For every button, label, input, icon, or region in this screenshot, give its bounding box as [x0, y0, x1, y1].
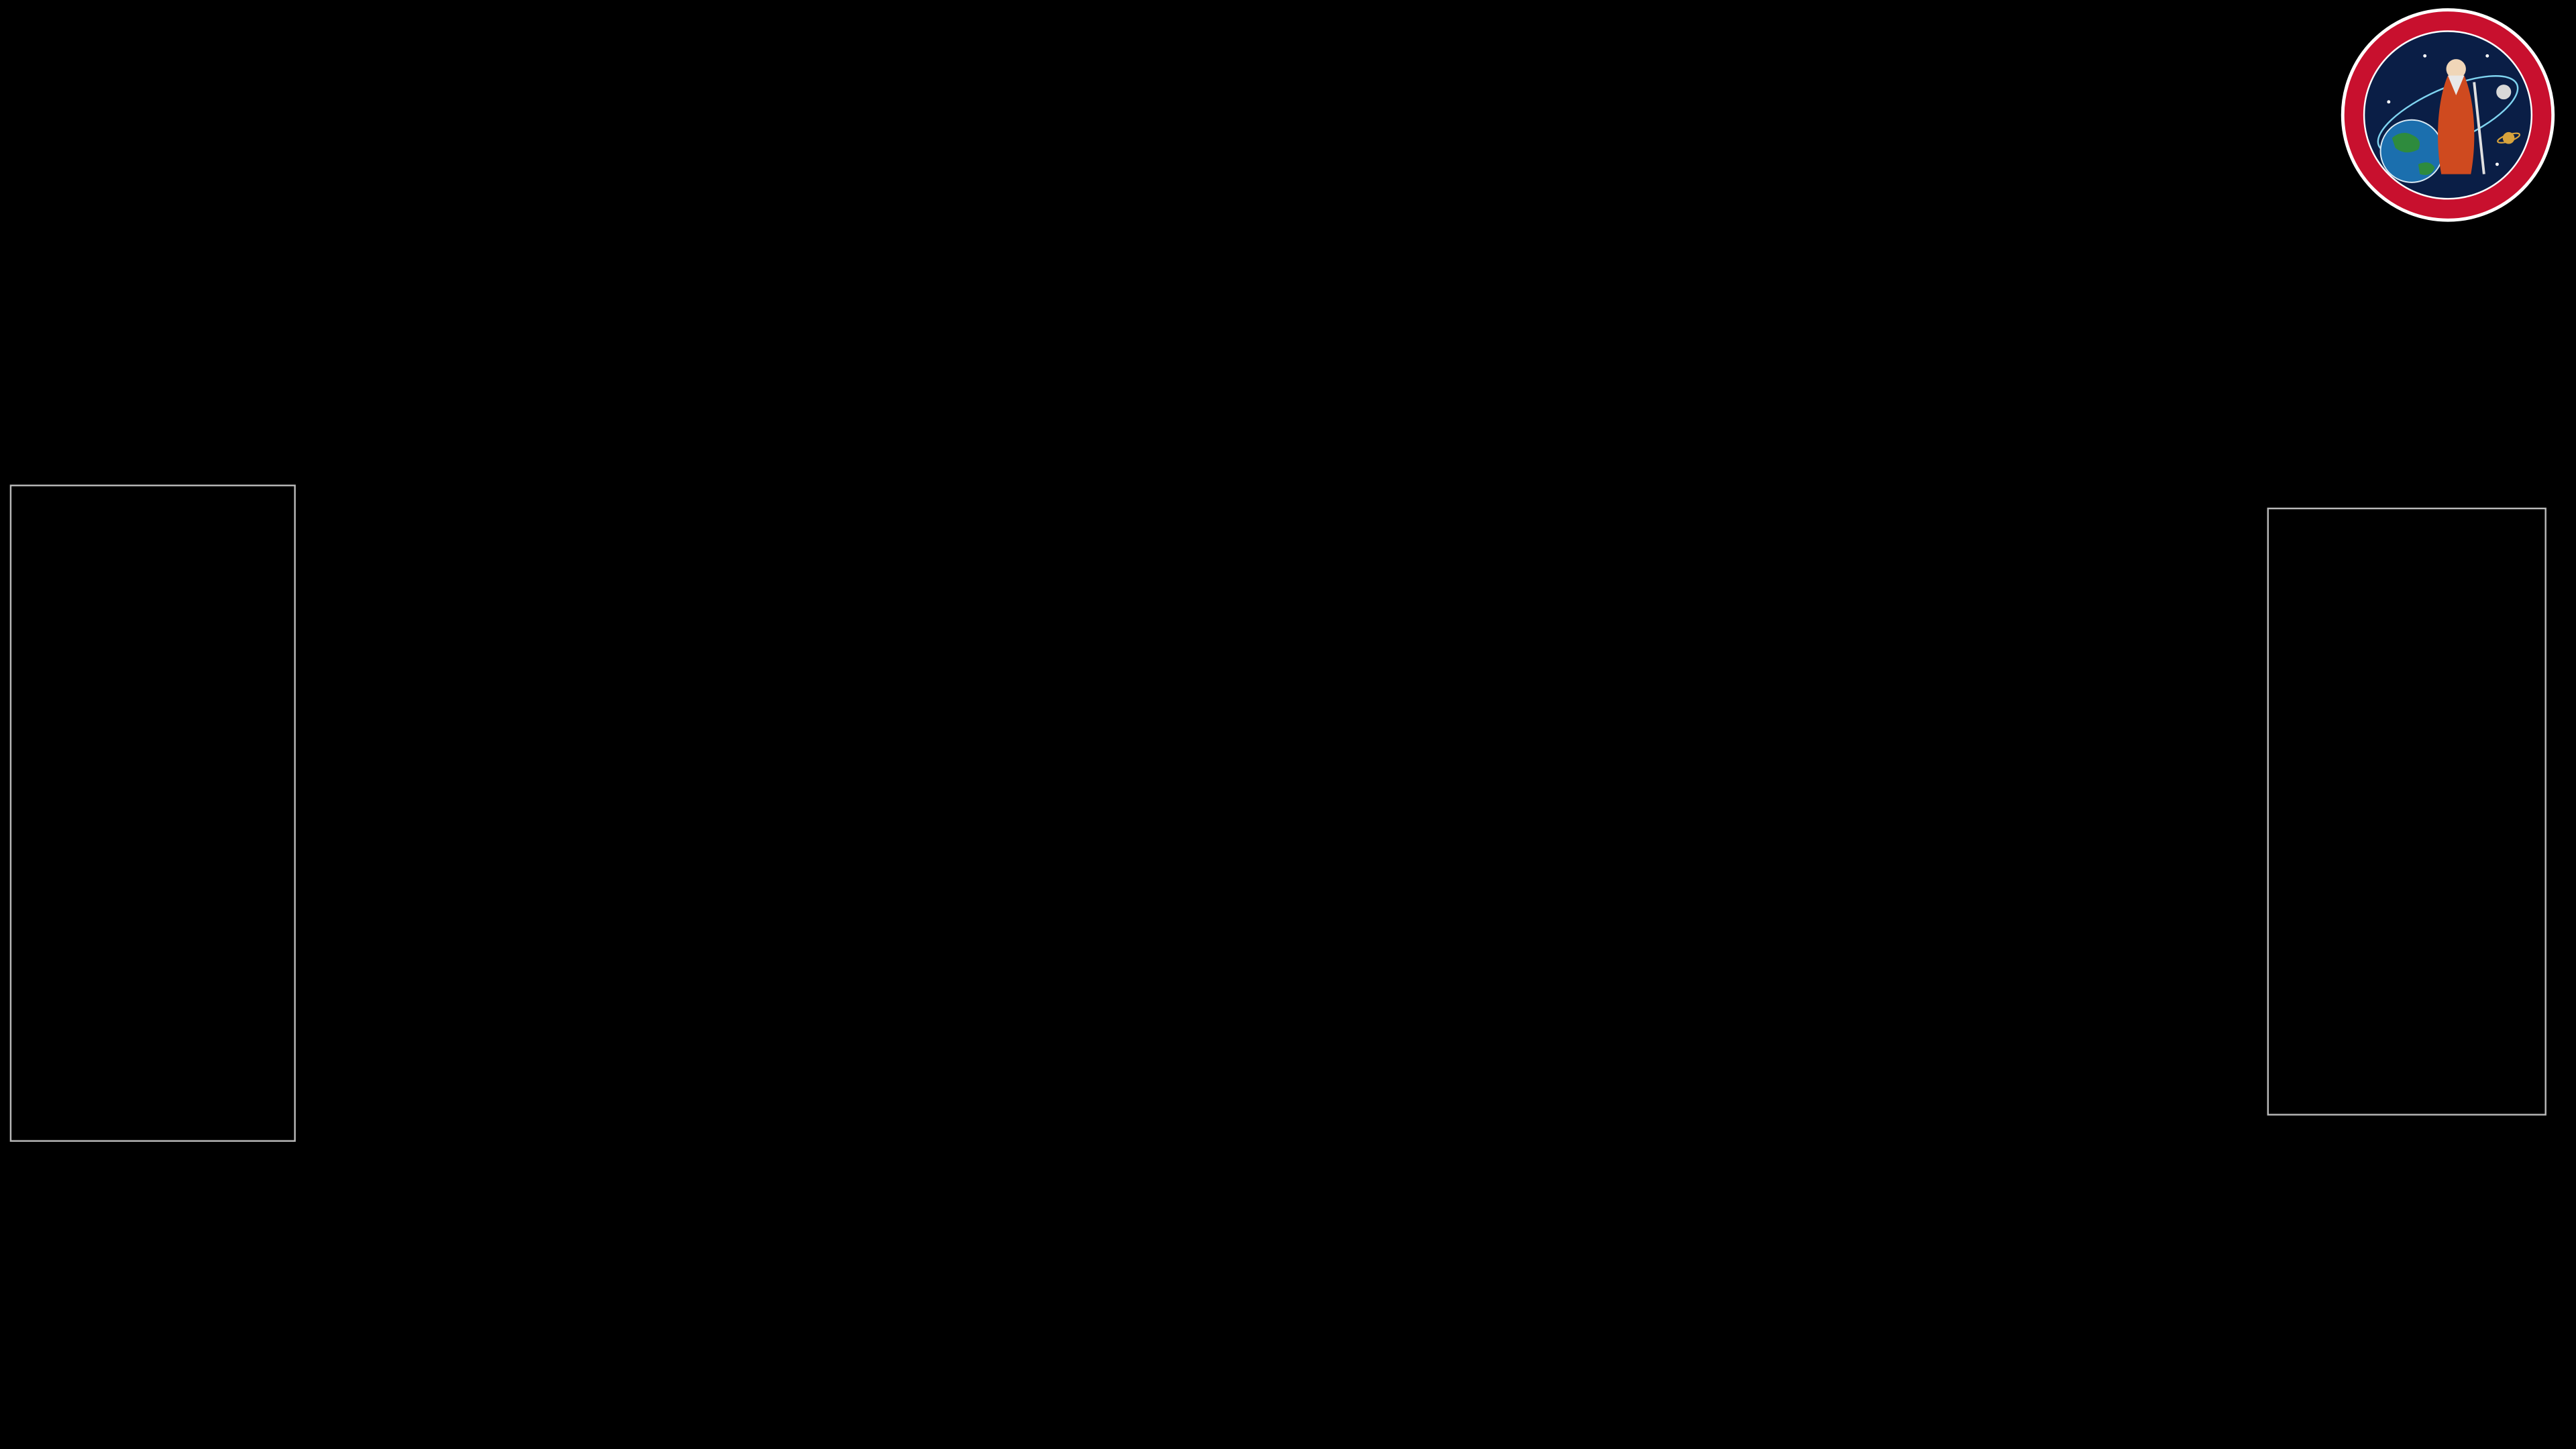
legend-sunset-events — [2267, 507, 2546, 1116]
staff-icon — [2473, 82, 2485, 174]
sage-iii-iss-mission-logo — [2339, 7, 2556, 223]
moon-icon — [2496, 85, 2512, 100]
legend-sunrise-events — [9, 484, 296, 1142]
sage-figure-icon — [2438, 75, 2475, 174]
y-axis-label-sunset — [1331, 537, 1371, 866]
y-axis-label-sunrise — [345, 537, 384, 866]
mission-logo-graphic — [2341, 8, 2555, 222]
